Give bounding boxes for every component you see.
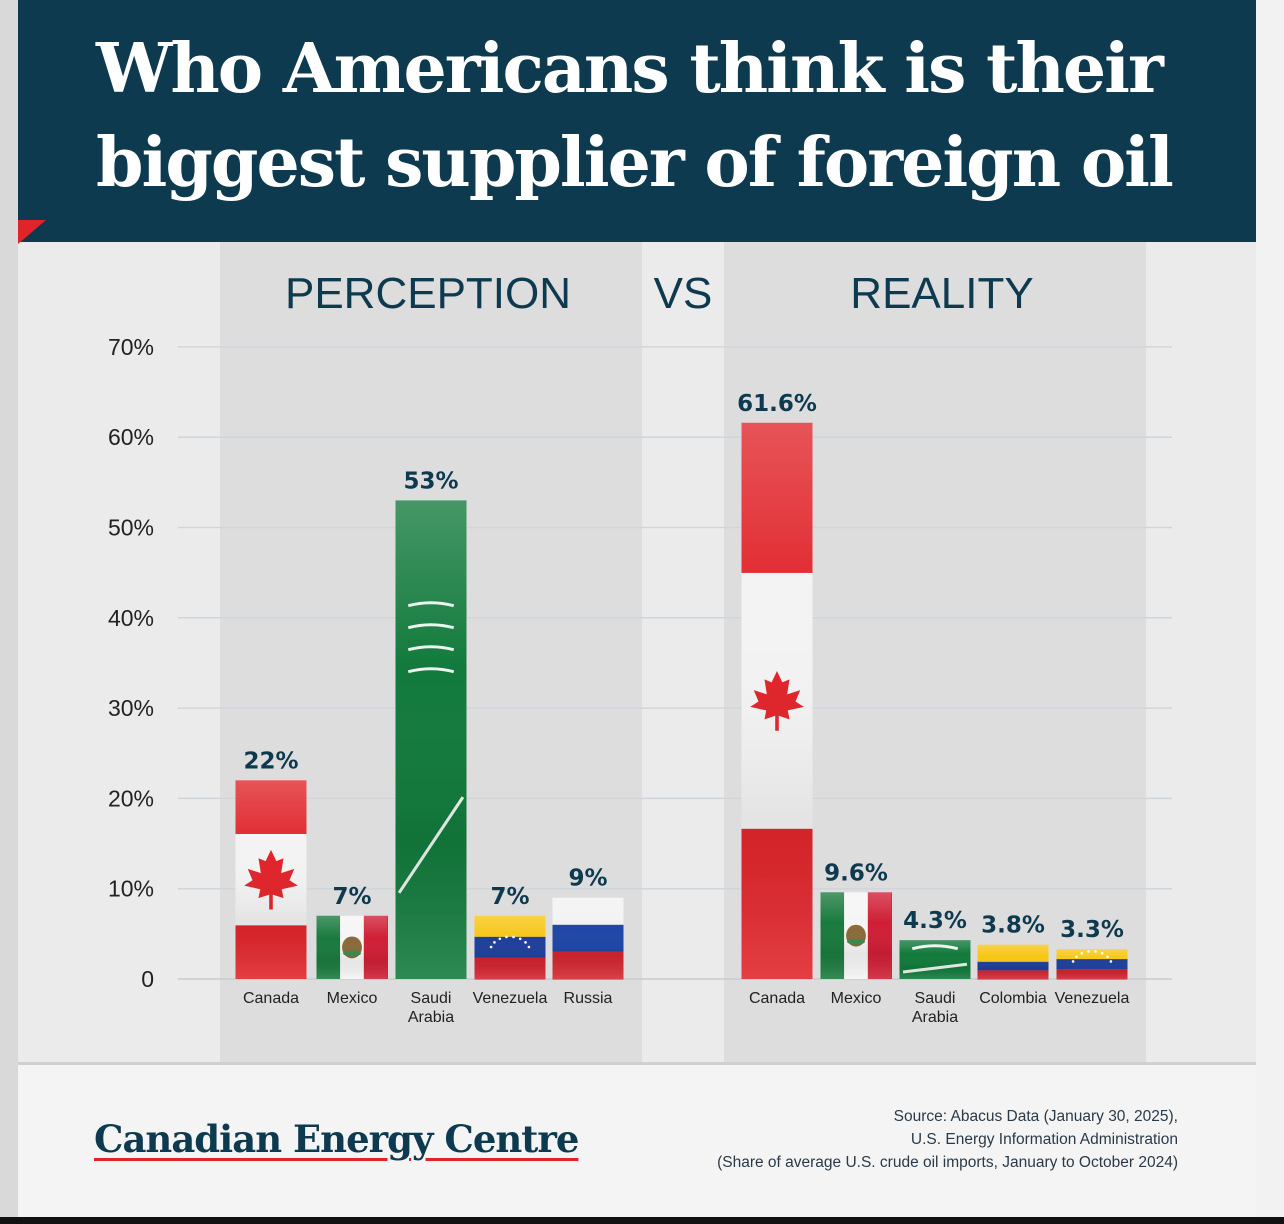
source-line-2: U.S. Energy Information Administration — [910, 1131, 1178, 1148]
category-label: Saudi Arabia — [912, 990, 958, 1026]
perception-heading: PERCEPTION — [285, 269, 571, 318]
data-label: 61.6% — [737, 391, 817, 417]
data-label: 3.3% — [1060, 917, 1124, 943]
bar-saudi-arabia-reality: 4.3% Saudi Arabia — [899, 908, 971, 1026]
header-banner: Who Americans think is their biggest sup… — [18, 0, 1256, 242]
bar-mexico-perception: 7% Mexico — [316, 884, 388, 1007]
bar-venezuela-perception: 7% Venezuela — [473, 884, 548, 1007]
y-tick-label: 20% — [108, 785, 154, 811]
red-corner-accent — [18, 220, 46, 244]
right-margin — [1256, 0, 1284, 1217]
category-label: Venezuela — [1055, 990, 1130, 1007]
gridlines — [178, 346, 1172, 980]
category-label: Canada — [749, 990, 805, 1007]
y-tick-label: 60% — [108, 424, 154, 450]
vs-heading: VS — [654, 269, 713, 318]
category-label: Canada — [243, 990, 299, 1007]
bar-saudi-arabia-perception: 53% Saudi Arabia — [395, 468, 467, 1026]
category-label: Venezuela — [473, 990, 548, 1007]
source-line-3: (Share of average U.S. crude oil imports… — [717, 1154, 1178, 1171]
category-label: Russia — [564, 990, 613, 1007]
y-tick-label: 40% — [108, 605, 154, 631]
infographic-card: Who Americans think is their biggest sup… — [18, 0, 1256, 1217]
category-label: Colombia — [979, 990, 1047, 1007]
data-label: 7% — [332, 884, 371, 910]
y-tick-label: 10% — [108, 876, 154, 902]
logo-canadian-energy-centre: Canadian Energy Centre — [94, 1117, 579, 1161]
y-tick-label: 30% — [108, 695, 154, 721]
source-note: Source: Abacus Data (January 30, 2025), … — [717, 1105, 1178, 1174]
reality-heading: REALITY — [850, 269, 1033, 318]
data-label: 9% — [568, 866, 607, 892]
data-label: 9.6% — [824, 860, 888, 886]
data-label: 53% — [403, 468, 458, 494]
y-tick-label: 50% — [108, 515, 154, 541]
data-label: 7% — [490, 884, 529, 910]
page-title: Who Americans think is their biggest sup… — [96, 29, 1174, 203]
source-line-1: Source: Abacus Data (January 30, 2025), — [893, 1108, 1178, 1125]
bar-russia-perception: 9% Russia — [552, 866, 624, 1007]
data-label: 22% — [243, 748, 298, 774]
footer: Canadian Energy Centre Source: Abacus Da… — [18, 1062, 1256, 1217]
bottom-border — [0, 1217, 1284, 1224]
y-axis: 0 10% 20% 30% 40% 50% 60% 70% — [108, 334, 154, 992]
y-tick-label: 0 — [141, 966, 154, 992]
y-tick-label: 70% — [108, 334, 154, 360]
data-label: 3.8% — [981, 913, 1045, 939]
bars-layer: 22% Canada 7% Mexico 53% Saudi Arabia 7% Venezue… — [235, 391, 1130, 1026]
bar-canada-perception: 22% Canada — [235, 748, 307, 1007]
category-label: Mexico — [327, 990, 378, 1007]
category-label: Mexico — [831, 990, 882, 1007]
category-label: Saudi Arabia — [408, 990, 454, 1026]
bar-colombia-reality: 3.8% Colombia — [977, 913, 1049, 1007]
bar-canada-reality: 61.6% Canada — [737, 391, 817, 1007]
bar-mexico-reality: 9.6% Mexico — [820, 860, 892, 1007]
comparison-bar-chart: 0 10% 20% 30% 40% 50% 60% 70% PERCEPTION VS REA… — [108, 242, 1172, 1062]
data-label: 4.3% — [903, 908, 967, 934]
bar-venezuela-reality: 3.3% Venezuela — [1055, 917, 1130, 1007]
